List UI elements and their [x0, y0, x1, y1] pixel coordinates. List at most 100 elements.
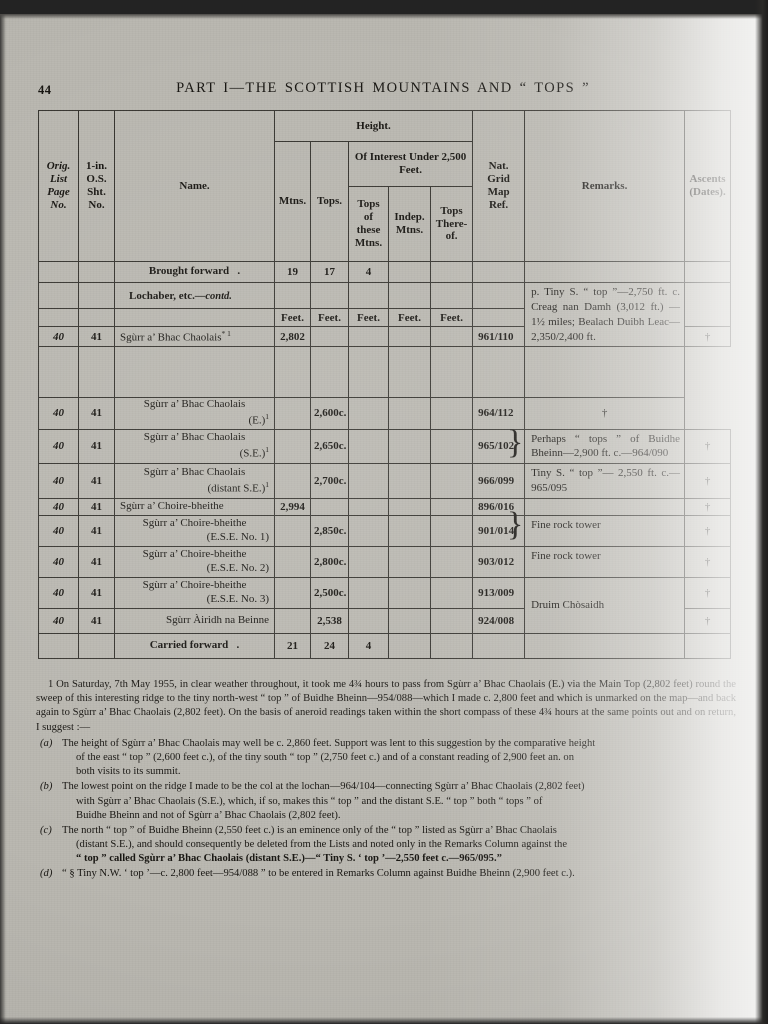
row7-name-text: Sgùrr a’ Choire-bheithe	[142, 548, 247, 561]
row9-mtns	[274, 607, 311, 634]
cf-orig	[38, 632, 79, 659]
row2-marks: 1	[265, 412, 269, 422]
cf-tops: 24	[310, 632, 349, 659]
header-height-group: Height.	[273, 110, 474, 142]
sh-t2	[388, 281, 431, 310]
row4-name-qualifier: (distant S.E.)	[207, 482, 266, 495]
sh-ngr	[472, 281, 526, 310]
header-os-line-4: No.	[88, 198, 105, 211]
row4-t3	[429, 463, 474, 499]
row1-name-text: Sgùrr a’ Bhac Chaolais	[120, 331, 222, 344]
row3-orig: 40	[38, 428, 79, 465]
row5-t3	[429, 497, 474, 516]
header-ngr-line-1: Nat.	[488, 160, 509, 173]
page-title: PART I—THE SCOTTISH MOUNTAINS AND “ TOPS…	[176, 80, 590, 96]
row4-tops: 2,700c.	[310, 463, 349, 499]
row3-marks: 1	[265, 445, 269, 455]
r1s-tops	[310, 346, 349, 399]
section-heading: Lochaber, etc.—contd.	[114, 281, 275, 310]
header-tt-line-1: Tops	[357, 198, 380, 211]
row8-mtns	[274, 576, 311, 609]
row5-orig: 40	[38, 497, 79, 516]
row1-t3	[429, 326, 474, 348]
header-os-line-2: O.S.	[86, 173, 107, 186]
mountains-table-wrapper: Orig. List Page No. 1-in. O.S. Sht. No. …	[38, 110, 732, 666]
row2-name: Sgùrr a’ Bhac Chaolais (E.)1	[114, 397, 275, 430]
u-orig	[38, 308, 79, 328]
row1-name: Sgùrr a’ Bhac Chaolais* 1	[114, 326, 275, 348]
row3-ascent: †	[684, 428, 732, 465]
row2-os: 41	[78, 397, 115, 430]
header-ascents-line-1: Ascents	[689, 173, 726, 186]
footnote-c-label: (c)	[40, 824, 52, 836]
scan-edge-top	[0, 0, 768, 14]
row6-mtns	[274, 514, 311, 547]
row8-t2	[388, 576, 431, 609]
brace-icon-lower: }	[507, 506, 524, 543]
row7-ngr: 903/012	[472, 545, 526, 578]
footnote-item-d: (d) “ § Tiny N.W. ‘ top ’—c. 2,800 feet—…	[36, 867, 736, 881]
carried-forward-row: Carried forward . 21 24 4	[38, 632, 732, 659]
running-head: 44 PART I—THE SCOTTISH MOUNTAINS AND “ T…	[38, 80, 728, 100]
row1-tops	[310, 326, 349, 348]
section-heading-row: Lochaber, etc.—contd. p. Tiny S. “ top ”…	[38, 281, 732, 348]
r1s-ascent	[524, 346, 686, 399]
row9-t3	[429, 607, 474, 634]
row1-os: 41	[78, 326, 115, 348]
sh-t3	[429, 281, 474, 310]
row4-name: Sgùrr a’ Bhac Chaolais (distant S.E.)1	[114, 463, 275, 499]
header-interest-group: Of Interest Under 2,500 Feet.	[347, 141, 474, 187]
row3-t2	[388, 428, 431, 465]
row1-ascent: †	[684, 326, 732, 348]
footnote-a-line2: of the east “ top ” (2,600 feet c.), of …	[76, 751, 575, 763]
r1s-os	[78, 346, 115, 399]
remarks-row-6: Fine rock tower	[524, 514, 686, 547]
scan-edge-bottom	[0, 1017, 768, 1024]
r1s-orig	[38, 346, 79, 399]
row6-name: Sgùrr a’ Choire-bheithe (E.S.E. No. 1)	[114, 514, 275, 547]
row4-t2	[388, 463, 431, 499]
row5-mtns: 2,994	[274, 497, 311, 516]
row2-ascent: †	[524, 397, 686, 430]
row6-os: 41	[78, 514, 115, 547]
row7-name-qualifier: (E.S.E. No. 2)	[206, 561, 269, 574]
row7-ascent: †	[684, 545, 732, 578]
row2-t2	[388, 397, 431, 430]
u-ngr	[472, 308, 526, 328]
cf-ascent	[684, 632, 732, 659]
header-tt-line-4: Mtns.	[354, 236, 383, 249]
cf-os	[78, 632, 115, 659]
bf-indep	[388, 261, 431, 283]
header-th-line-1: Tops	[440, 204, 463, 217]
row8-ngr: 913/009	[472, 576, 526, 609]
row9-t2	[388, 607, 431, 634]
row3-name-qualifier: (S.E.)	[239, 447, 266, 460]
sh-tops	[310, 281, 349, 310]
scan-edge-top-fade	[0, 14, 768, 19]
row3-os: 41	[78, 428, 115, 465]
row8-t3	[429, 576, 474, 609]
r1s-ngr	[472, 346, 526, 399]
bf-tops-these: 4	[348, 261, 389, 283]
u-os	[78, 308, 115, 328]
header-tt-line-2: of	[363, 211, 374, 224]
row9-ascent: †	[684, 607, 732, 634]
row3-name: Sgùrr a’ Bhac Chaolais (S.E.)1	[114, 428, 275, 465]
brought-forward-label: Brought forward .	[114, 261, 275, 283]
row2-t3	[429, 397, 474, 430]
sh-orig	[38, 281, 79, 310]
header-os-line-3: Sht.	[87, 186, 106, 198]
bf-dot: .	[237, 265, 241, 278]
sh-ascent	[684, 281, 732, 328]
sh-t1	[348, 281, 389, 310]
row8-tops: 2,500c.	[310, 576, 349, 609]
row7-name: Sgùrr a’ Choire-bheithe (E.S.E. No. 2)	[114, 545, 275, 578]
row6-name-qualifier: (E.S.E. No. 1)	[206, 530, 269, 543]
header-remarks: Remarks.	[524, 110, 686, 262]
row6-name-text: Sgùrr a’ Choire-bheithe	[142, 517, 247, 530]
bf-remarks	[524, 261, 686, 283]
row2-name-text: Sgùrr a’ Bhac Chaolais	[143, 398, 246, 411]
row4-ascent: †	[684, 463, 732, 499]
footnote-c-line3: “ top ” called Sgùrr a’ Bhac Chaolais (d…	[76, 853, 502, 865]
